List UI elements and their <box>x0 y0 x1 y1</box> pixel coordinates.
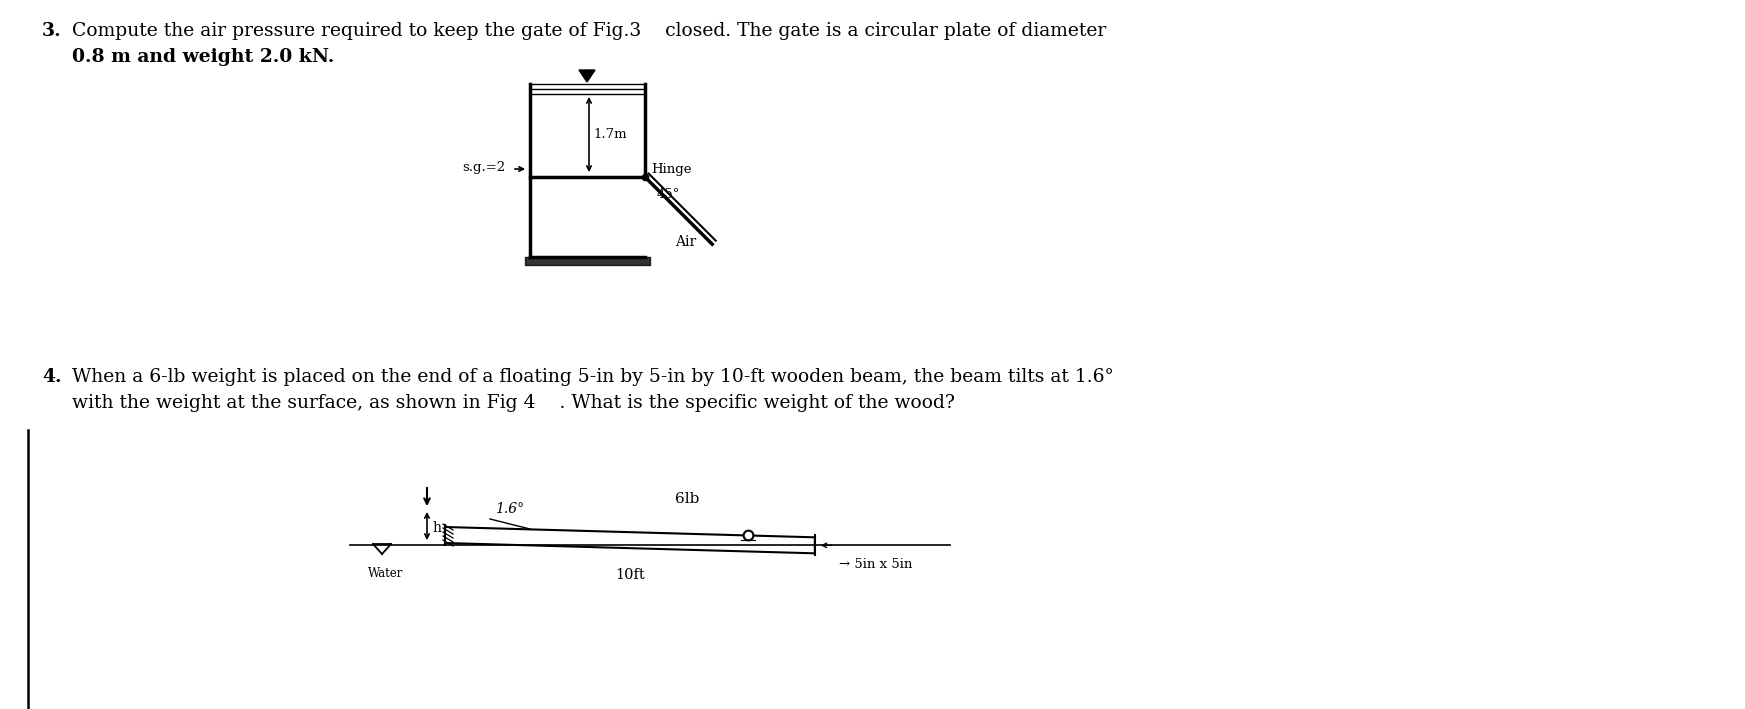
Text: h: h <box>433 521 441 535</box>
Polygon shape <box>445 527 815 553</box>
Text: 45°: 45° <box>658 189 681 201</box>
Text: 3.: 3. <box>42 22 61 40</box>
Text: Air: Air <box>675 235 696 249</box>
Text: Hinge: Hinge <box>651 162 691 176</box>
Text: Water: Water <box>368 567 403 580</box>
Text: s.g.=2: s.g.=2 <box>462 160 504 174</box>
Text: When a 6-lb weight is placed on the end of a floating 5-in by 5-in by 10-ft wood: When a 6-lb weight is placed on the end … <box>72 368 1113 386</box>
Text: 1.7m: 1.7m <box>593 128 626 141</box>
Text: 1.6°: 1.6° <box>496 502 524 516</box>
Polygon shape <box>579 70 595 82</box>
Text: Compute the air pressure required to keep the gate of Fig.3    closed. The gate : Compute the air pressure required to kee… <box>72 22 1106 40</box>
Text: with the weight at the surface, as shown in Fig 4    . What is the specific weig: with the weight at the surface, as shown… <box>72 394 955 412</box>
Text: → 5in x 5in: → 5in x 5in <box>839 558 913 571</box>
Text: 4.: 4. <box>42 368 61 386</box>
Text: 0.8 m and weight 2.0 kN.: 0.8 m and weight 2.0 kN. <box>72 48 335 66</box>
Text: 6lb: 6lb <box>675 492 700 506</box>
Text: 10ft: 10ft <box>614 569 644 582</box>
